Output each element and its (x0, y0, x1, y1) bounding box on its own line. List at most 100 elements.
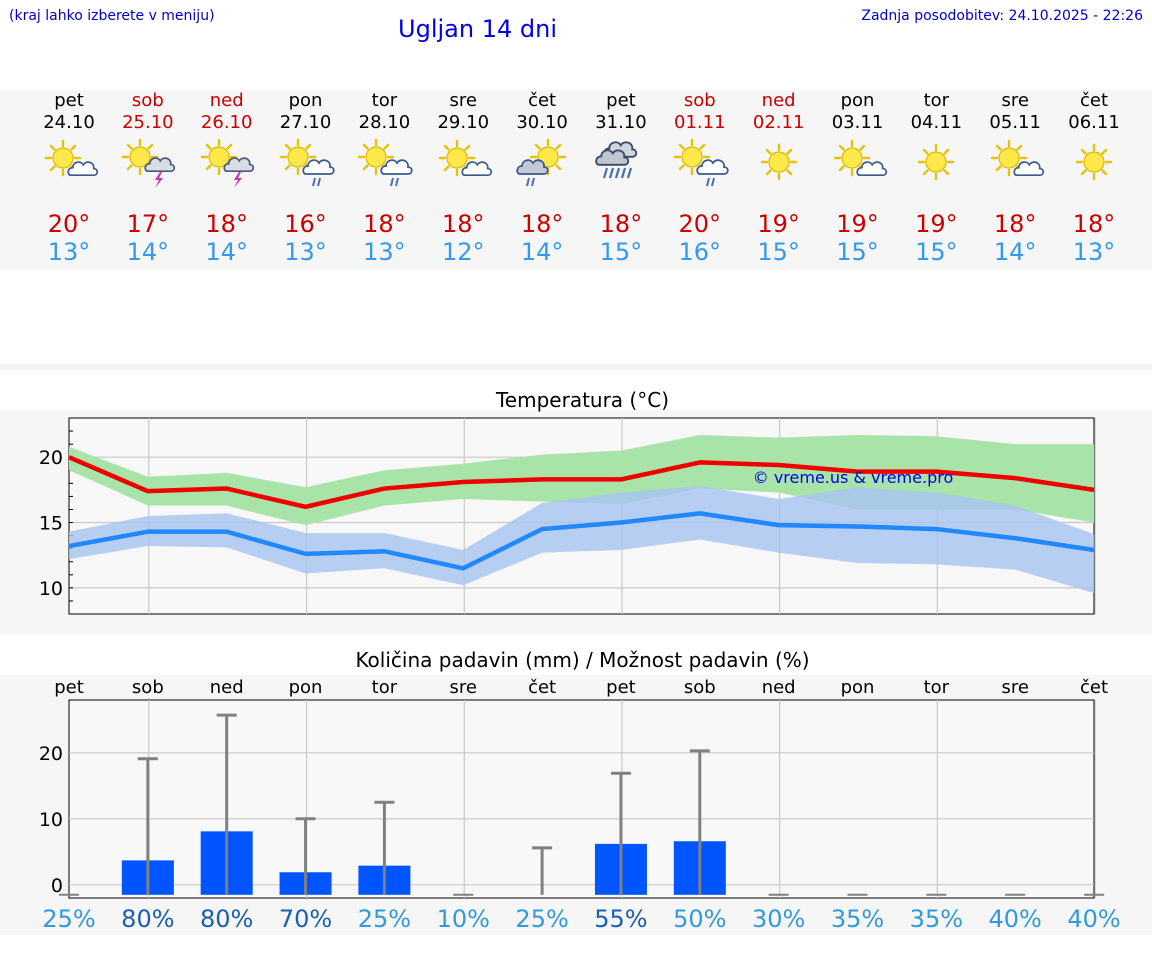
day-name: čet (528, 90, 557, 111)
precipitation-probability: 35% (910, 905, 963, 933)
sun-icon (760, 143, 797, 181)
cloud-shape (144, 157, 175, 173)
day-date: 29.10 (437, 112, 490, 133)
max-temperature: 18° (520, 210, 564, 238)
y-tick-label: 10 (39, 809, 63, 831)
day-forecast: sre 05.11 18° 14° (976, 90, 1054, 266)
min-temperature-range-band (69, 485, 1095, 594)
cloud-shape (516, 159, 549, 175)
day-name: ned (209, 90, 244, 111)
cloud-heavy-rain-icon (595, 141, 638, 179)
day-name: pon (288, 90, 323, 111)
day-forecast: pet 31.10 18° 15° (582, 90, 660, 266)
page-title: Ugljan 14 dni (398, 15, 557, 43)
cloud-shape (67, 161, 99, 177)
sun-shape (279, 138, 316, 176)
x-category-label: sre (450, 677, 477, 698)
sun-thunder-icon (200, 138, 254, 188)
sun-thunder-icon (121, 138, 175, 188)
sun-shape (990, 139, 1028, 177)
sun-cloud-rain-grey-icon (516, 138, 567, 187)
precipitation-probability: 40% (989, 905, 1042, 933)
x-category-label: pet (606, 677, 636, 698)
day-name: sre (449, 90, 477, 111)
day-date: 03.11 (831, 112, 884, 133)
day-name: čet (1080, 90, 1109, 111)
precipitation-probability: 30% (752, 905, 805, 933)
x-category-label: sob (684, 677, 716, 698)
last-updated: Zadnja posodobitev: 24.10.2025 - 22:26 (861, 8, 1143, 24)
day-name: tor (371, 90, 398, 111)
min-temperature: 13° (284, 238, 327, 266)
y-tick-label: 0 (51, 875, 63, 897)
min-temperature: 16° (678, 238, 722, 266)
location-hint: (kraj lahko izberete v meniju) (9, 8, 215, 24)
x-category-label: sre (1001, 677, 1028, 698)
max-temperature-line (68, 455, 1095, 510)
y-tick-label: 10 (39, 578, 63, 600)
x-category-label: tor (372, 677, 398, 698)
sun-cloud-rain-icon (673, 138, 729, 187)
min-temperature: 14° (126, 238, 170, 266)
x-category-label: ned (210, 677, 244, 698)
day-name: pon (840, 90, 875, 111)
day-forecast: sre 29.10 18° 12° (424, 90, 502, 266)
y-tick-label: 20 (39, 447, 63, 469)
max-temperature: 19° (836, 210, 879, 238)
x-category-label: tor (924, 677, 950, 698)
day-date: 27.10 (279, 112, 332, 133)
cloud-shape (223, 157, 254, 173)
min-temperature: 14° (993, 238, 1037, 266)
day-name: sob (131, 90, 164, 111)
y-tick-label: 20 (39, 743, 63, 765)
precipitation-probability: 55% (594, 905, 647, 933)
precipitation-probability: 25% (42, 905, 95, 933)
sun-icon (1075, 143, 1113, 181)
day-forecast: čet 06.11 18° 13° (1055, 90, 1133, 266)
x-category-label: čet (528, 677, 556, 698)
min-temperature: 13° (47, 238, 91, 266)
precipitation-chart: pet sob ned pon tor sre čet pet sob ned pon tor sre č… (39, 677, 1121, 933)
min-temperature: 15° (757, 238, 800, 266)
day-date: 24.10 (43, 112, 95, 133)
cloud-shape (595, 149, 630, 166)
sun-cloud-icon (439, 139, 493, 177)
day-date: 01.11 (674, 112, 726, 133)
min-temperature: 14° (520, 238, 564, 266)
day-forecast: tor 04.11 19° 15° (897, 90, 975, 266)
sun-shape (760, 143, 797, 181)
day-name: ned (761, 90, 796, 111)
y-tick-label: 15 (39, 513, 63, 535)
precipitation-probability: 80% (121, 905, 174, 933)
cloud-shape (380, 159, 414, 175)
max-temperature: 16° (284, 210, 327, 238)
precipitation-probability: 80% (200, 905, 253, 933)
precipitation-probability: 40% (1067, 905, 1120, 933)
x-category-label: pon (289, 677, 323, 698)
min-temperature: 14° (205, 238, 248, 266)
max-temperature: 18° (205, 210, 248, 238)
day-forecast: ned 02.11 19° 15° (740, 90, 818, 266)
temperature-chart-title: Temperatura (°C) (495, 388, 669, 412)
sun-cloud-icon (44, 139, 99, 177)
cloud-shape (1013, 161, 1045, 177)
min-temperature: 15° (836, 238, 879, 266)
day-date: 28.10 (358, 112, 411, 133)
sun-cloud-icon (833, 139, 887, 177)
sun-cloud-rain-icon (358, 138, 414, 187)
x-category-label: sob (132, 677, 164, 698)
day-name: pet (606, 90, 636, 111)
day-name: tor (923, 90, 950, 111)
day-date: 31.10 (595, 112, 647, 133)
min-temperature: 12° (441, 238, 485, 266)
max-temperature: 18° (363, 210, 406, 238)
day-date: 06.11 (1068, 112, 1120, 133)
watermark: © vreme.us & vreme.pro (753, 468, 954, 487)
day-name: sre (1001, 90, 1029, 111)
max-temperature: 20° (47, 210, 91, 238)
max-temperature: 18° (993, 210, 1037, 238)
max-temperature: 19° (757, 210, 800, 238)
temperature-chart: 10 15 20 © vreme.us & vreme.pro (39, 417, 1096, 615)
min-temperature: 15° (915, 238, 958, 266)
max-temperature: 18° (441, 210, 485, 238)
